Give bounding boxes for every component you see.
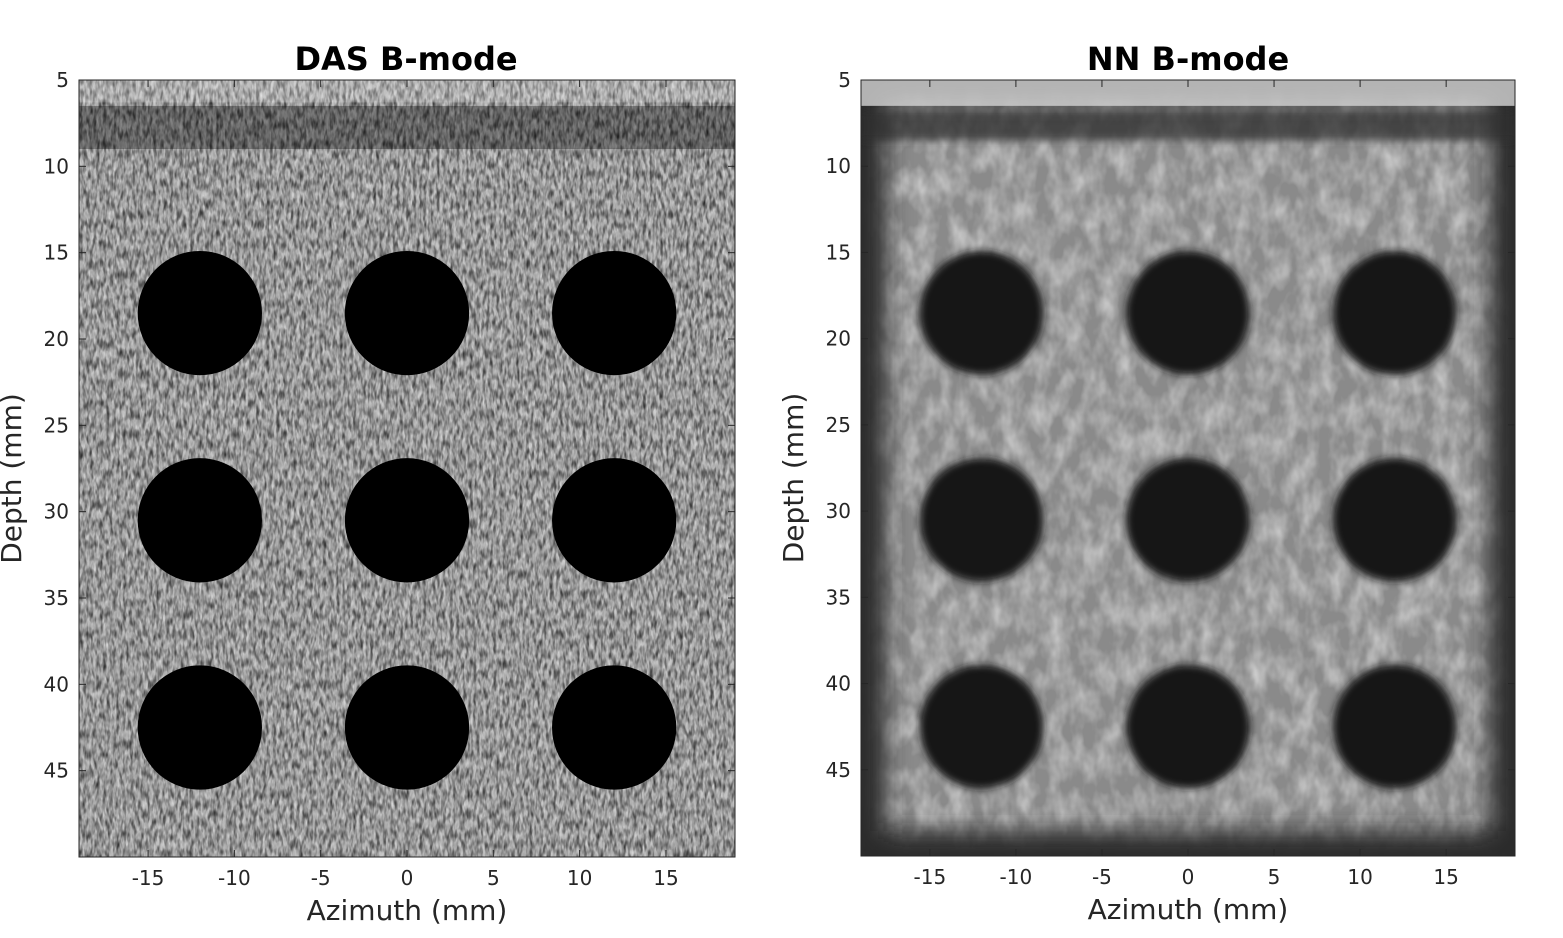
das-cyst-r2-c2 bbox=[344, 458, 470, 583]
das-cyst-r2-c3 bbox=[552, 458, 677, 583]
das-cyst-r2-c1 bbox=[137, 458, 262, 583]
nn-cyst-r1-c1 bbox=[919, 250, 1044, 375]
nn-x-tick-label: 0 bbox=[1182, 865, 1195, 889]
nn-x-tick-label: -5 bbox=[1092, 865, 1112, 889]
das-cyst-r1-c1 bbox=[137, 250, 262, 376]
nn-y-tick-label: 5 bbox=[838, 68, 851, 92]
das-bmode-image bbox=[79, 80, 735, 857]
nn-y-tick-label: 40 bbox=[826, 672, 851, 696]
das-y-tick-label: 5 bbox=[56, 68, 69, 92]
das-x-tick-label: -10 bbox=[218, 866, 251, 890]
das-y-tick-label: 30 bbox=[44, 500, 69, 524]
nn-x-tick-label: -15 bbox=[914, 865, 947, 889]
das-x-axis-label: Azimuth (mm) bbox=[307, 894, 508, 927]
das-x-tick-label: 10 bbox=[567, 866, 592, 890]
das-x-tick-label: 0 bbox=[401, 866, 414, 890]
nn-x-tick-label: 5 bbox=[1268, 865, 1281, 889]
das-cyst-r3-c1 bbox=[137, 665, 262, 790]
nn-y-tick-label: 45 bbox=[826, 758, 851, 782]
das-cyst-r1-c3 bbox=[552, 250, 677, 376]
nn-cyst-r3-c2 bbox=[1126, 664, 1250, 789]
das-y-tick-label: 40 bbox=[44, 672, 69, 696]
nn-y-tick-label: 15 bbox=[826, 240, 851, 264]
das-cyst-r3-c3 bbox=[552, 665, 677, 790]
nn-x-axis-label: Azimuth (mm) bbox=[1088, 893, 1289, 926]
nn-cyst-r3-c1 bbox=[919, 664, 1044, 789]
nn-y-axis-label: Depth (mm) bbox=[777, 393, 810, 564]
das-y-axis-label: Depth (mm) bbox=[0, 393, 28, 564]
nn-cyst-r1-c2 bbox=[1126, 250, 1250, 375]
das-y-tick-label: 15 bbox=[44, 241, 69, 265]
das-cyst-r3-c2 bbox=[344, 665, 470, 790]
nn-cyst-r2-c1 bbox=[919, 457, 1044, 582]
nn-cyst-r1-c3 bbox=[1332, 250, 1457, 375]
nn-x-tick-label: 15 bbox=[1433, 865, 1458, 889]
nn-y-tick-label: 30 bbox=[826, 499, 851, 523]
das-y-tick-label: 20 bbox=[44, 327, 69, 351]
das-y-tick-label: 10 bbox=[44, 154, 69, 178]
das-title: DAS B-mode bbox=[294, 40, 517, 78]
nn-cyst-r3-c3 bbox=[1332, 664, 1457, 789]
nn-x-tick-label: -10 bbox=[1000, 865, 1033, 889]
das-x-tick-label: 15 bbox=[653, 866, 678, 890]
panel-nn: -15 -10 -5 0 5 10 15 5 10 15 20 25 30 35 40 45 NN B-mode… bbox=[777, 40, 1516, 926]
nn-y-tick-label: 10 bbox=[826, 154, 851, 178]
nn-title: NN B-mode bbox=[1087, 40, 1289, 78]
nn-bmode-image bbox=[861, 80, 1515, 856]
das-cyst-r1-c2 bbox=[344, 250, 470, 376]
das-y-tick-label: 25 bbox=[44, 413, 69, 437]
nn-y-tick-label: 35 bbox=[826, 585, 851, 609]
das-x-tick-label: 5 bbox=[487, 866, 500, 890]
das-y-tick-label: 45 bbox=[44, 759, 69, 783]
das-y-tick-label: 35 bbox=[44, 586, 69, 610]
nn-cyst-r2-c2 bbox=[1126, 457, 1250, 582]
panel-das: -15 -10 -5 0 5 10 15 5 10 15 20 25 30 35 40 45 DAS B-mod… bbox=[0, 40, 736, 927]
das-x-tick-label: -15 bbox=[132, 866, 165, 890]
das-x-tick-label: -5 bbox=[311, 866, 331, 890]
nn-cyst-r2-c3 bbox=[1332, 457, 1457, 582]
nn-x-tick-label: 10 bbox=[1347, 865, 1372, 889]
nn-y-tick-label: 25 bbox=[826, 413, 851, 437]
nn-y-tick-label: 20 bbox=[826, 327, 851, 351]
